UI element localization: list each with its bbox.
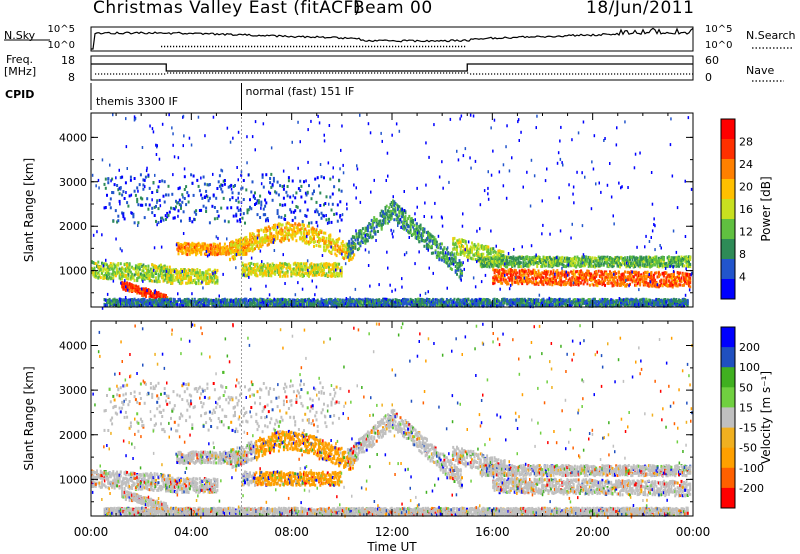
colorbar-label: Power [dB] [759,176,773,241]
colorbar-cell [721,199,735,220]
nave-tick-low: 0 [705,71,712,84]
x-tick-label: 20:00 [575,525,610,539]
colorbar-tick-label: 50 [739,381,753,394]
nsearch-tick-low: 10^0 [705,40,732,51]
y-tick-label: 2000 [59,429,87,442]
y-tick-label: 4000 [59,340,87,353]
x-tick-label: 00:00 [74,525,109,539]
colorbar-cell [721,367,735,388]
power-cells [91,113,693,310]
y-tick-label: 1000 [59,473,87,486]
colorbar-cell [721,139,735,160]
x-tick-label: 16:00 [475,525,510,539]
parameter-panels: 10^5 10^0 10^5 10^0 18 8 60 0 themis 3300 IF norm… [4,24,792,110]
y-tick-label: 1000 [59,265,87,278]
nsky-tick-high: 10^5 [48,24,75,35]
x-tick-label: 04:00 [174,525,209,539]
cpid-segment-2: normal (fast) 151 IF [246,85,355,98]
freq-tick-low: 8 [68,71,75,84]
colorbar-cell [721,119,735,140]
colorbar-label: Velocity [m s⁻¹] [759,371,773,464]
freq-panel-frame [91,56,693,80]
colorbar-cell [721,448,735,469]
nsky-panel-frame [91,27,693,51]
y-axis-label: Slant Range [km] [22,158,36,262]
nave-tick-high: 60 [705,54,719,67]
colorbar-cell [721,239,735,260]
x-axis-label: Time UT [366,540,417,554]
colorbar-cell [721,468,735,489]
colorbar-cell [721,407,735,428]
colorbar-cell [721,428,735,449]
colorbar-cell [721,488,735,509]
colorbar-cell [721,347,735,368]
y-tick-label: 2000 [59,220,87,233]
radar-figure: 10^5 10^0 10^5 10^0 18 8 60 0 themis 3300 IF norm… [0,0,800,554]
colorbar-tick-label: 12 [739,226,753,239]
y-axis-label: Slant Range [km] [22,366,36,470]
colorbar-cell [721,259,735,280]
cpid-segment-1: themis 3300 IF [96,95,178,108]
freq-line [91,64,693,71]
x-tick-label: 00:00 [676,525,711,539]
colorbar-cell [721,179,735,200]
colorbar-tick-label: 8 [739,248,746,261]
colorbar-tick-label: 24 [739,158,753,171]
heatmap-panels [91,113,693,519]
nsky-tick-low: 10^0 [48,40,75,51]
nave-line [95,73,693,74]
colorbar-tick-label: -50 [739,442,757,455]
x-tick-label: 12:00 [375,525,410,539]
y-tick-label: 3000 [59,176,87,189]
x-tick-label: 08:00 [274,525,309,539]
freq-tick-high: 18 [61,54,75,67]
colorbar-cell [721,219,735,240]
nsearch-tick-high: 10^5 [705,24,732,35]
colorbar-tick-label: 4 [739,271,746,284]
colorbar-cell [721,387,735,408]
velocity-cells [91,322,693,519]
colorbar-cell [721,279,735,300]
colorbar-tick-label: -15 [739,422,757,435]
colorbar-tick-label: -200 [739,482,764,495]
colorbar-tick-label: 100 [739,361,760,374]
colorbar-tick-label: 200 [739,341,760,354]
colorbar-tick-label: 20 [739,181,753,194]
y-tick-label: 4000 [59,131,87,144]
y-tick-label: 3000 [59,384,87,397]
colorbar-tick-label: 16 [739,203,753,216]
colorbar-cell [721,159,735,180]
colorbar-tick-label: 15 [739,401,753,414]
colorbar-cell [721,327,735,348]
colorbar-tick-label: 28 [739,136,753,149]
